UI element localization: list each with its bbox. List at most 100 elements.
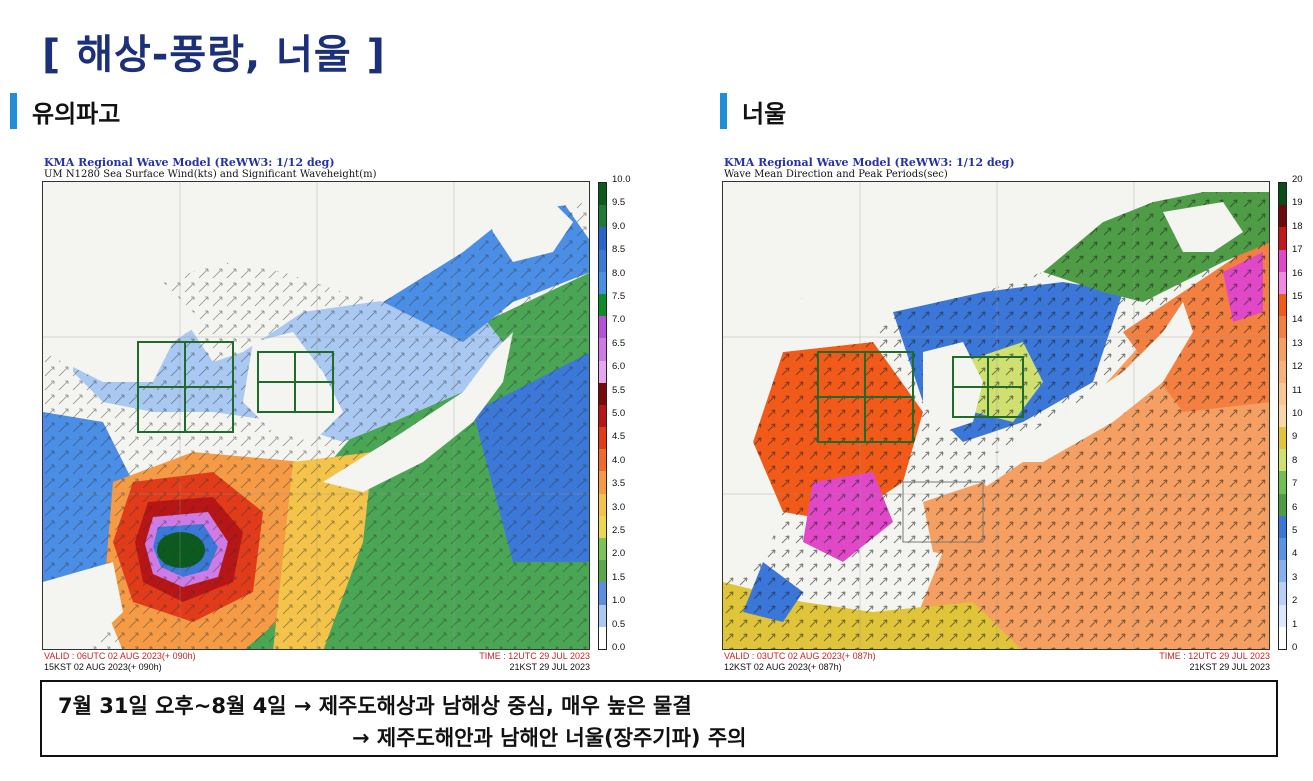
scale-swatch <box>1279 271 1286 294</box>
scale-swatch <box>599 404 606 428</box>
wave-height-chart: KMA Regional Wave Model (ReWW3: 1/12 deg… <box>42 152 637 674</box>
scale-tick-label: 4 <box>1292 548 1298 560</box>
scale-swatch <box>599 427 606 450</box>
scale-tick-label: 9.0 <box>612 220 626 232</box>
scale-swatch <box>599 227 606 250</box>
scale-tick-label: 12 <box>1292 361 1303 373</box>
scale-tick-label: 15 <box>1292 291 1303 302</box>
valid-time: VALID : 03UTC 02 AUG 2023(+ 087h) <box>724 651 876 661</box>
scale-swatch <box>1279 471 1286 494</box>
scale-swatch <box>1279 449 1286 472</box>
scale-tick-label: 5 <box>1292 525 1298 536</box>
wave-height-map <box>42 181 590 650</box>
scale-swatch <box>599 249 606 272</box>
wave-height-color-scale <box>598 182 607 650</box>
init-time: TIME : 12UTC 29 JUL 2023 <box>479 651 590 661</box>
scale-swatch <box>1279 316 1286 339</box>
scale-swatch <box>599 293 606 317</box>
scale-swatch <box>599 338 606 361</box>
scale-tick-label: 1.0 <box>612 595 626 607</box>
scale-tick-label: 5.0 <box>612 408 626 419</box>
valid-time-kst: 12KST 02 AUG 2023(+ 087h) <box>724 662 842 672</box>
scale-tick-label: 19 <box>1292 197 1303 209</box>
scale-swatch <box>1279 293 1286 317</box>
scale-tick-label: 9 <box>1292 431 1298 443</box>
scale-tick-label: 0.5 <box>612 618 626 630</box>
chart-header-subtitle: UM N1280 Sea Surface Wind(kts) and Signi… <box>44 169 377 180</box>
scale-tick-label: 6.0 <box>612 361 626 373</box>
scale-swatch <box>1279 360 1286 383</box>
scale-swatch <box>1279 538 1286 561</box>
scale-swatch <box>599 449 606 472</box>
scale-tick-label: 6 <box>1292 501 1298 513</box>
scale-swatch <box>599 382 606 405</box>
scale-swatch <box>1279 382 1286 405</box>
scale-tick-label: 3.0 <box>612 501 626 513</box>
scale-tick-label: 2.5 <box>612 525 626 536</box>
valid-time-kst: 15KST 02 AUG 2023(+ 090h) <box>44 662 162 672</box>
page-title: [ 해상-풍랑, 너울 ] <box>42 32 386 78</box>
scale-tick-label: 8.5 <box>612 244 626 256</box>
scale-tick-label: 1 <box>1292 618 1298 630</box>
scale-tick-label: 20 <box>1292 174 1303 185</box>
scale-swatch <box>1279 338 1286 361</box>
scale-swatch <box>1279 205 1286 228</box>
scale-tick-label: 14 <box>1292 314 1303 326</box>
swell-period-chart: KMA Regional Wave Model (ReWW3: 1/12 deg… <box>722 152 1313 674</box>
scale-tick-label: 7.0 <box>612 314 626 326</box>
scale-swatch <box>1279 582 1286 605</box>
scale-tick-label: 17 <box>1292 244 1303 256</box>
scale-tick-label: 1.5 <box>612 571 626 583</box>
scale-tick-label: 5.5 <box>612 384 626 396</box>
scale-swatch <box>1279 493 1286 516</box>
summary-line-2: → 제주도해안과 남해안 너울(장주기파) 주의 <box>352 726 747 750</box>
scale-swatch <box>599 538 606 561</box>
scale-swatch <box>599 316 606 339</box>
scale-tick-label: 0.0 <box>612 642 626 653</box>
scale-tick-label: 10.0 <box>612 174 631 185</box>
swell-map <box>722 181 1270 650</box>
scale-swatch <box>599 471 606 494</box>
wave-height-scale-ticks: 10.0 9.5 9.0 8.5 8.0 7.5 7.0 6.5 6.0 5.5 5.0 4.5 4.0… <box>612 174 652 658</box>
scale-tick-label: 4.0 <box>612 454 626 466</box>
chart-header-title: KMA Regional Wave Model (ReWW3: 1/12 deg… <box>44 156 335 169</box>
scale-swatch <box>1279 560 1286 583</box>
scale-swatch <box>599 271 606 294</box>
scale-swatch <box>1279 604 1286 627</box>
scale-tick-label: 2.0 <box>612 548 626 560</box>
scale-swatch <box>1279 183 1286 206</box>
scale-tick-label: 10 <box>1292 408 1303 419</box>
section-label-left: 유의파고 <box>32 100 121 128</box>
chart-header-title: KMA Regional Wave Model (ReWW3: 1/12 deg… <box>724 156 1015 169</box>
swell-scale-ticks: 20 19 18 17 16 15 14 13 12 11 10 9 8 7 6 5 4 3 2 1 0 <box>1292 174 1313 658</box>
section-marker <box>10 93 17 129</box>
scale-swatch <box>599 205 606 228</box>
scale-tick-label: 9.5 <box>612 197 626 209</box>
scale-swatch <box>599 183 606 206</box>
scale-tick-label: 13 <box>1292 337 1303 349</box>
scale-tick-label: 8.0 <box>612 267 626 279</box>
scale-swatch <box>1279 227 1286 250</box>
scale-tick-label: 8 <box>1292 454 1298 466</box>
valid-time: VALID : 06UTC 02 AUG 2023(+ 090h) <box>44 651 196 661</box>
scale-tick-label: 11 <box>1292 384 1302 396</box>
swell-color-scale <box>1278 182 1287 650</box>
section-marker <box>720 93 727 129</box>
scale-tick-label: 6.5 <box>612 337 626 349</box>
init-time: TIME : 12UTC 29 JUL 2023 <box>1159 651 1270 661</box>
scale-swatch <box>1279 427 1286 450</box>
scale-tick-label: 18 <box>1292 220 1303 232</box>
scale-swatch <box>599 560 606 583</box>
scale-swatch <box>599 582 606 605</box>
scale-tick-label: 16 <box>1292 267 1303 279</box>
scale-tick-label: 7 <box>1292 478 1298 490</box>
scale-tick-label: 3.5 <box>612 478 626 490</box>
scale-swatch <box>599 604 606 627</box>
scale-tick-label: 4.5 <box>612 431 626 443</box>
scale-tick-label: 3 <box>1292 571 1298 583</box>
scale-swatch <box>1279 626 1286 649</box>
scale-swatch <box>599 515 606 538</box>
scale-tick-label: 0 <box>1292 642 1298 653</box>
summary-line-1: 7월 31일 오후~8월 4일 → 제주도해상과 남해상 중심, 매우 높은 물… <box>58 694 692 718</box>
forecast-summary-box: 7월 31일 오후~8월 4일 → 제주도해상과 남해상 중심, 매우 높은 물… <box>40 680 1278 757</box>
